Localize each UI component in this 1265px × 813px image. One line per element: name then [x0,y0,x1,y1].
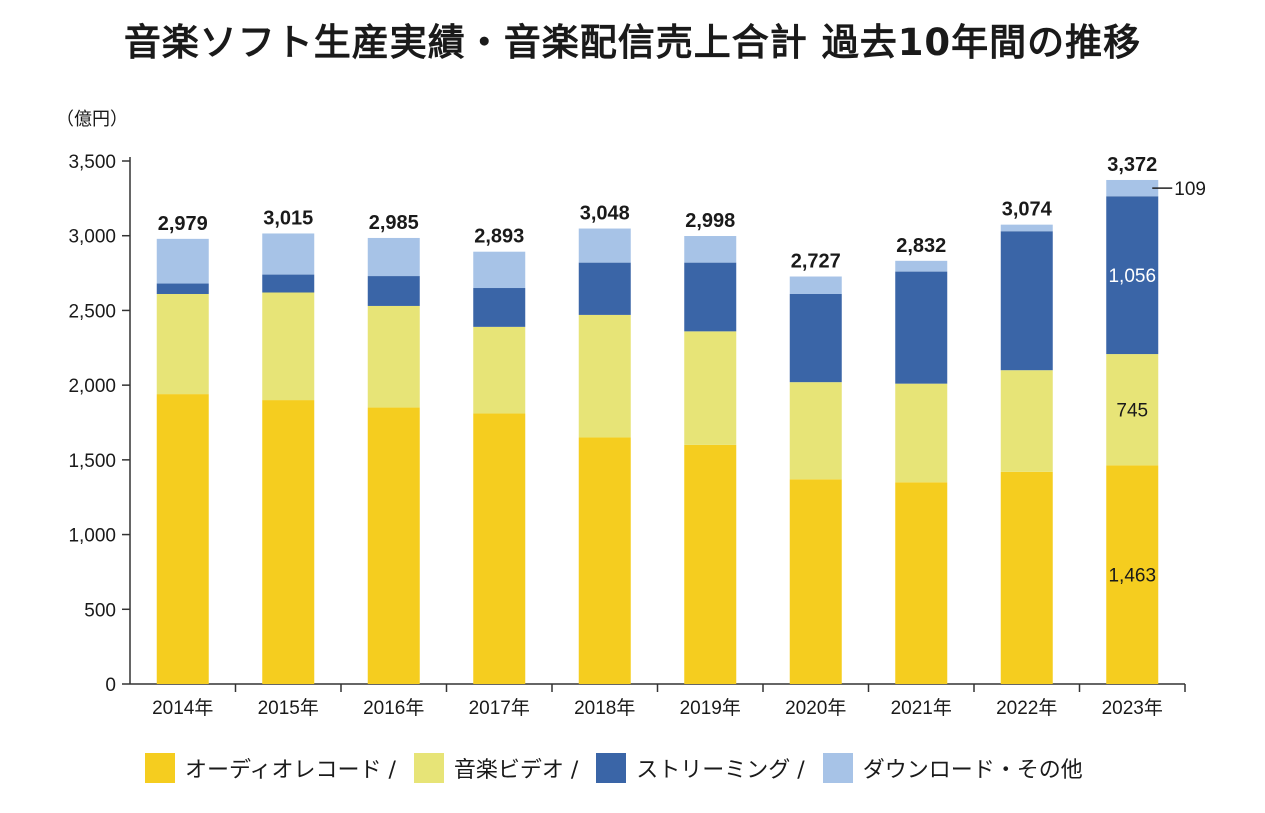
y-tick-label: 1,000 [68,526,116,547]
bar-segment [578,437,631,684]
bar-total-label: 2,998 [685,210,735,232]
bar-segment [895,383,948,483]
bar-total-label: 3,074 [1002,199,1053,221]
bar-segment [1106,196,1159,355]
y-tick-label: 0 [105,675,116,696]
chart-title: 音楽ソフト生産実績・音楽配信売上合計 過去10年間の推移 [123,21,1142,64]
segment-value-label: 1,056 [1108,266,1156,287]
y-axis-unit-label: （億円） [56,109,128,130]
bar-segment [473,413,526,684]
bar-segment [262,292,315,401]
bar-segment [156,283,209,294]
bars [156,179,1159,684]
y-tick-label: 2,500 [68,301,116,322]
bar-segment [156,293,209,395]
bar-total-label: 2,832 [896,235,946,257]
bar-segment [262,274,315,293]
legend-item: 音楽ビデオ / [413,752,579,784]
bar-segment [156,394,209,684]
legend: オーディオレコード / 音楽ビデオ / ストリーミング / ダウンロード・その他 [145,752,1101,784]
x-tick-label: 2023年 [1102,697,1163,719]
legend-label: ダウンロード・その他 [862,758,1083,783]
bar-segment [895,271,948,384]
bar-segment [789,276,842,294]
legend-swatch [822,753,853,783]
x-tick-label: 2020年 [785,697,846,719]
x-tick-label: 2014年 [152,697,213,719]
bar-segment [684,444,737,684]
x-tick-label: 2019年 [680,697,741,719]
legend-swatch [145,753,175,783]
bar-segment [684,236,737,263]
bar-segment [367,407,420,684]
x-tick-label: 2017年 [469,697,530,719]
legend-label: 音楽ビデオ / [453,758,579,783]
bar-total-label: 2,727 [791,251,841,273]
bar-segment [1000,471,1053,684]
legend-item: ストリーミング / [596,752,805,784]
bar-segment [1000,224,1053,232]
x-tick-label: 2021年 [891,697,952,719]
bar-segment [1106,465,1159,684]
bar-segment [1106,354,1159,466]
y-tick-label: 3,000 [68,227,116,248]
x-tick-label: 2015年 [258,697,319,719]
bar-segment [367,305,420,408]
x-tick-label: 2022年 [996,697,1057,719]
bar-total-label: 3,372 [1107,154,1157,176]
segment-value-label: 745 [1116,401,1148,422]
bar-total-label: 3,048 [580,203,630,225]
legend-swatch [596,753,627,783]
legend-item: オーディオレコード / [145,752,396,784]
legend-item: ダウンロード・その他 [822,752,1083,784]
bar-segment [1000,370,1053,472]
data-labels: 2,979 3,015 2,985 2,893 3,048 2,998 2,727 2,832… [158,154,1206,587]
bar-total-label: 2,985 [369,212,419,234]
bar-segment [578,314,631,438]
bar-segment [473,326,526,414]
segment-value-label: 1,463 [1108,566,1156,587]
bar-segment [367,276,420,306]
legend-label: ストリーミング / [636,758,805,783]
bar-segment [789,382,842,480]
bar-segment [262,400,315,684]
bar-segment [156,238,209,284]
y-tick-label: 2,000 [68,376,116,397]
bar-segment [1000,231,1053,371]
bar-segment [578,228,631,263]
bar-segment [684,262,737,332]
bar-segment [473,288,526,327]
bar-segment [684,331,737,445]
legend-swatch [413,753,444,783]
bar-segment [578,262,631,315]
x-axis: 2014年 2015年 2016年 2017年 2018年 2019年 2020年 2021年… [130,683,1186,719]
bar-segment [789,479,842,684]
bar-total-label: 3,015 [263,207,313,229]
legend-label: オーディオレコード / [185,758,396,783]
y-tick-label: 500 [84,600,116,621]
x-tick-label: 2018年 [574,697,635,719]
bar-segment [895,482,948,684]
bar-segment [789,293,842,383]
bar-total-label: 2,893 [474,226,524,248]
bar-segment [1106,179,1159,197]
bar-segment [895,260,948,272]
segment-value-label: 109 [1174,179,1206,200]
bar-segment [473,251,526,289]
bar-segment [262,233,315,275]
x-tick-label: 2016年 [363,697,424,719]
y-tick-label: 3,500 [68,152,116,173]
y-axis: 0 500 1,000 1,500 2,000 2,500 3,000 3,500 [68,152,131,696]
bar-total-label: 2,979 [158,213,208,235]
y-tick-label: 1,500 [68,451,116,472]
bar-segment [367,237,420,277]
